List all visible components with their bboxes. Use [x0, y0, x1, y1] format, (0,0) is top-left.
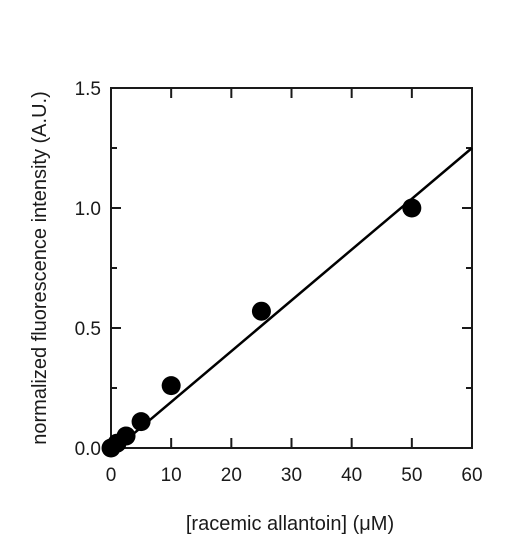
y-tick-label: 1.0	[75, 199, 101, 220]
x-tick-label: 30	[281, 465, 302, 486]
data-point	[131, 412, 151, 432]
data-points	[101, 198, 422, 458]
x-tick-label: 60	[461, 465, 482, 486]
x-tick-label: 0	[106, 465, 117, 486]
data-point	[161, 376, 181, 396]
x-tick-label: 50	[401, 465, 422, 486]
fit-line	[115, 147, 473, 449]
x-axis-label: [racemic allantoin] (μM)	[186, 513, 394, 535]
data-point	[251, 301, 271, 321]
plot-frame	[110, 87, 473, 449]
y-axis-ticks: 0.0 0.5 1.0 1.5	[75, 79, 472, 460]
y-tick-label: 1.5	[75, 79, 101, 100]
y-tick-label: 0.0	[75, 439, 101, 460]
fit-line-group	[115, 147, 473, 449]
x-axis-ticks: 0 10 20 30 40 50 60	[106, 88, 483, 486]
x-tick-label: 20	[221, 465, 242, 486]
y-axis-label: normalized fluorescence intensity (A.U.)	[29, 91, 51, 444]
plot-border	[110, 87, 473, 449]
data-point	[116, 426, 136, 446]
data-point	[402, 198, 422, 218]
y-tick-label: 0.5	[75, 319, 101, 340]
x-tick-label: 40	[341, 465, 362, 486]
x-tick-label: 10	[161, 465, 182, 486]
